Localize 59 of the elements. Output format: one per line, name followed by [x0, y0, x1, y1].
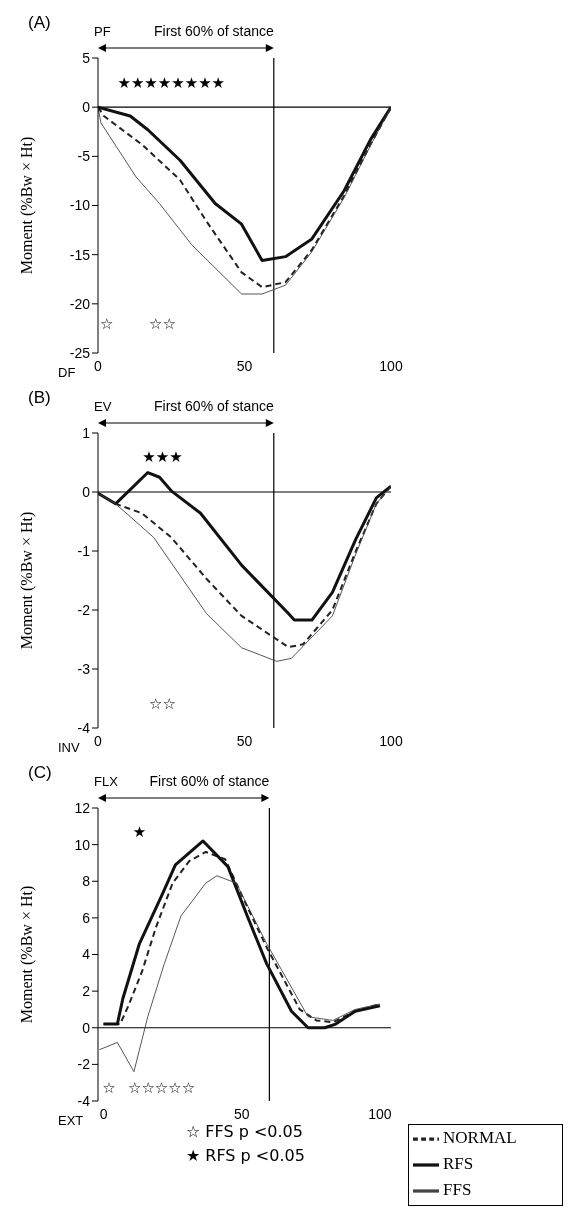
x-tick-label: 100 [379, 732, 403, 749]
y-tick-label: 1 [82, 424, 91, 441]
y-tick-label: 2 [82, 983, 91, 1000]
annotation: ☆ [102, 1079, 116, 1098]
legend-label: NORMAL [443, 1127, 517, 1147]
y-tick-label: 8 [82, 873, 91, 890]
y-tick-label: 4 [82, 946, 91, 963]
y-tick-label: -10 [69, 197, 91, 214]
y-tick-label: -4 [77, 1092, 91, 1109]
y-axis-title: Moment (%Bw × Ht) [17, 511, 36, 650]
ref-line-label: First 60% of stance [149, 773, 270, 789]
y-tick-label: -2 [77, 1056, 91, 1073]
y-axis-title: Moment (%Bw × Ht) [17, 885, 36, 1024]
x-tick-label: 50 [233, 1105, 250, 1122]
y-tick-label: -4 [77, 719, 91, 736]
annotation: ☆☆ [149, 314, 176, 333]
x-tick-label: 100 [379, 357, 403, 374]
y-tick-label: 6 [82, 909, 91, 926]
text: ☆ FFS p <0.05 [185, 1122, 303, 1141]
y-tick-label: 5 [82, 49, 91, 66]
text: DF [58, 365, 76, 380]
y-tick-label: 0 [82, 483, 91, 500]
annotation: ☆☆☆☆☆ [127, 1079, 196, 1098]
ref-line-label: First 60% of stance [153, 23, 275, 39]
annotation: ★ [132, 822, 147, 841]
chart-title: (B) [28, 388, 51, 407]
x-tick-label: 0 [94, 732, 103, 749]
y-tick-label: 0 [82, 99, 91, 116]
chart-title: (C) [28, 763, 52, 782]
text: ★ RFS p <0.05 [185, 1146, 305, 1165]
ref-line-label: First 60% of stance [153, 398, 275, 414]
legend-label: FFS [443, 1179, 472, 1199]
y-tick-label: -15 [69, 246, 91, 263]
y-tick-label: -1 [77, 542, 91, 559]
text: FLX [94, 774, 119, 789]
y-tick-label: -25 [69, 344, 91, 361]
x-tick-label: 0 [94, 357, 103, 374]
y-tick-label: -3 [77, 660, 91, 677]
x-tick-label: 100 [368, 1105, 392, 1122]
y-tick-label: 0 [82, 1019, 91, 1036]
annotation: ☆☆ [149, 695, 176, 714]
x-tick-label: 50 [236, 732, 253, 749]
y-tick-label: 12 [74, 799, 91, 816]
text: EV [94, 399, 112, 414]
legend-label: RFS [443, 1153, 474, 1173]
text: INV [58, 740, 80, 755]
x-tick-label: 0 [99, 1105, 108, 1122]
annotation: ☆ [100, 314, 114, 333]
chart-title: (A) [28, 13, 51, 32]
y-axis-title: Moment (%Bw × Ht) [17, 136, 36, 275]
y-tick-label: -5 [77, 148, 91, 165]
annotation: ★★★★★★★★ [117, 73, 226, 92]
y-tick-label: -20 [69, 295, 91, 312]
y-tick-label: -2 [77, 601, 91, 618]
y-tick-label: 10 [74, 836, 91, 853]
annotation: ★★★ [142, 447, 183, 466]
text: EXT [58, 1113, 84, 1128]
text: PF [94, 24, 111, 39]
x-tick-label: 50 [236, 357, 253, 374]
